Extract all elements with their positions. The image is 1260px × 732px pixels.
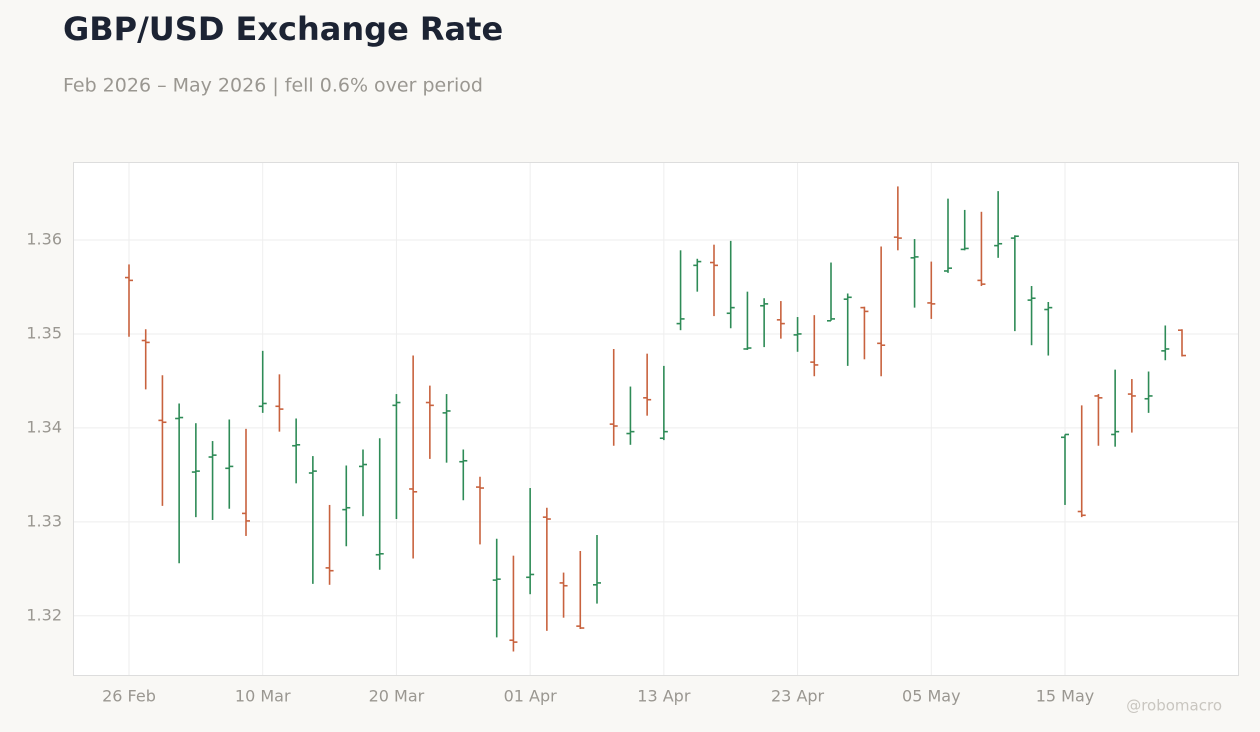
x-tick-label: 13 Apr <box>637 687 691 706</box>
chart-subtitle: Feb 2026 – May 2026 | fell 0.6% over per… <box>63 75 483 97</box>
x-tick-label: 15 May <box>1036 687 1095 706</box>
x-tick-label: 26 Feb <box>102 687 156 706</box>
plot-area <box>73 162 1239 676</box>
y-tick-label: 1.32 <box>26 605 62 624</box>
x-tick-label: 10 Mar <box>235 687 291 706</box>
y-tick-label: 1.35 <box>26 323 62 342</box>
x-tick-label: 01 Apr <box>504 687 558 706</box>
chart-title: GBP/USD Exchange Rate <box>63 10 503 48</box>
y-tick-label: 1.34 <box>26 417 62 436</box>
x-tick-label: 23 Apr <box>771 687 825 706</box>
x-tick-label: 05 May <box>902 687 961 706</box>
y-tick-label: 1.33 <box>26 511 62 530</box>
x-tick-label: 20 Mar <box>369 687 425 706</box>
y-tick-label: 1.36 <box>26 229 62 248</box>
watermark: @robomacro <box>1126 697 1222 715</box>
